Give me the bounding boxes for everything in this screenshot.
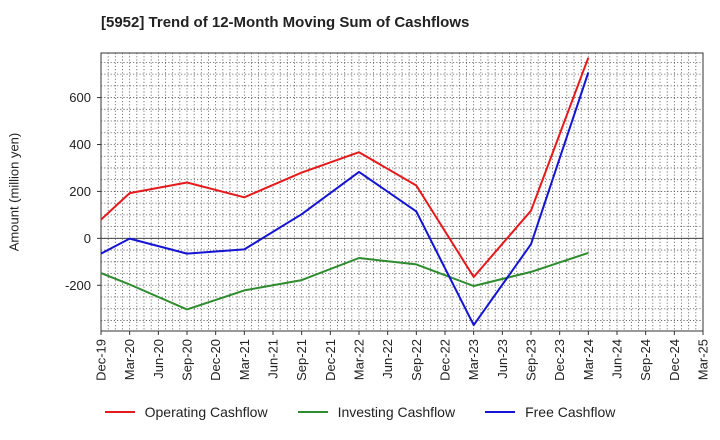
- y-tick-label: -200: [65, 278, 91, 293]
- x-tick-label: Sep-22: [409, 339, 424, 381]
- legend-swatch-investing: [297, 411, 328, 413]
- x-tick-label: Sep-20: [180, 339, 195, 381]
- x-tick-label: Jun-23: [495, 339, 510, 379]
- x-tick-label: Dec-19: [94, 339, 109, 381]
- y-tick-label: 0: [84, 231, 91, 246]
- x-tick-label: Mar-23: [466, 339, 481, 380]
- x-tick-label: Mar-25: [696, 339, 711, 380]
- series-line-operating: [100, 57, 590, 278]
- legend-item-free: Free Cashflow: [485, 404, 615, 420]
- legend: Operating Cashflow Investing Cashflow Fr…: [0, 404, 720, 420]
- y-tick-label: 400: [69, 137, 91, 152]
- legend-swatch-free: [485, 411, 516, 413]
- x-tick-label: Jun-20: [151, 339, 166, 379]
- x-tick-label: Mar-22: [352, 339, 367, 380]
- legend-label-free: Free Cashflow: [525, 404, 616, 420]
- x-tick-label: Sep-23: [524, 339, 539, 381]
- x-tick-label: Dec-23: [552, 339, 567, 381]
- legend-item-investing: Investing Cashflow: [297, 404, 456, 420]
- series-line-free: [100, 72, 590, 327]
- x-tick-label: Dec-22: [438, 339, 453, 381]
- x-tick-label: Mar-20: [122, 339, 137, 380]
- x-tick-label: Jun-21: [266, 339, 281, 379]
- x-tick-label: Sep-21: [294, 339, 309, 381]
- legend-swatch-operating: [104, 411, 135, 413]
- legend-label-operating: Operating Cashflow: [144, 404, 268, 420]
- x-tick-label: Jun-24: [610, 339, 625, 379]
- y-tick-label: 200: [69, 184, 91, 199]
- series-line-investing: [100, 251, 589, 311]
- legend-item-operating: Operating Cashflow: [104, 404, 268, 420]
- chart-title: [5952] Trend of 12-Month Moving Sum of C…: [101, 14, 470, 31]
- x-tick-label: Dec-21: [323, 339, 338, 381]
- x-tick-label: Jun-22: [380, 339, 395, 379]
- x-tick-label: Mar-24: [581, 339, 596, 380]
- legend-label-investing: Investing Cashflow: [337, 404, 456, 420]
- x-tick-label: Dec-20: [208, 339, 223, 381]
- x-tick-label: Sep-24: [638, 339, 653, 381]
- y-tick-label: 600: [69, 90, 91, 105]
- x-tick-label: Dec-24: [667, 339, 682, 381]
- plot-frame: [100, 52, 704, 332]
- x-tick-label: Mar-21: [237, 339, 252, 380]
